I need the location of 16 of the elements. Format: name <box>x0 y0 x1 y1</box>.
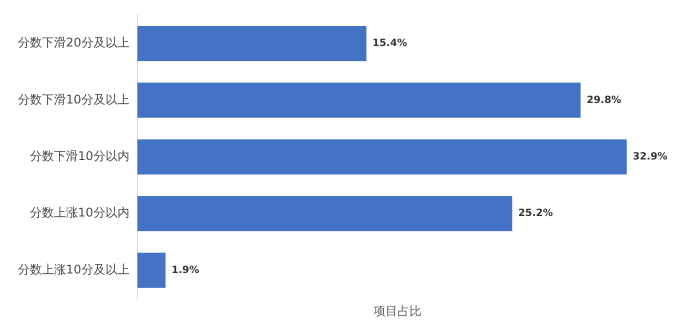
data-label: 25.2% <box>518 208 553 220</box>
y-tick-label: 分数下滑10分以内 <box>30 149 130 164</box>
data-label: 29.8% <box>586 94 622 106</box>
bar <box>137 82 581 118</box>
y-tick-label: 分数下滑20分及以上 <box>18 36 130 50</box>
y-tick-label: 分数下滑10分及以上 <box>18 92 130 106</box>
data-label: 1.9% <box>172 264 200 276</box>
data-label: 15.4% <box>372 38 408 50</box>
bar <box>137 196 512 232</box>
bar <box>137 252 166 288</box>
bar <box>137 139 627 174</box>
data-label: 32.9% <box>632 151 668 162</box>
y-tick-label: 分数上涨10分以内 <box>30 206 130 220</box>
bar <box>137 26 366 62</box>
x-axis-title: 项目占比 <box>374 304 422 318</box>
y-tick-label: 分数上涨10分及以上 <box>18 262 130 276</box>
